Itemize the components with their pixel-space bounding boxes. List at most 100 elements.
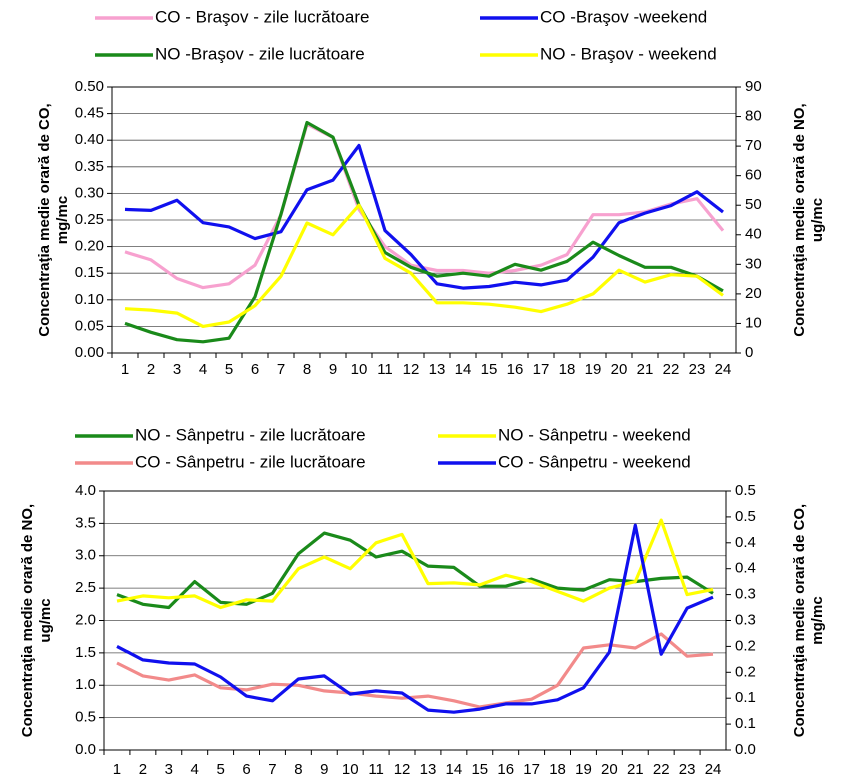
y-tick-label: 0.30 — [75, 184, 104, 201]
legend-label: NO - Sânpetru - zile lucrătoare — [135, 425, 366, 444]
y-axis-title: ug/mc — [37, 598, 54, 642]
series-line — [116, 523, 714, 714]
y2-axis-title: Concentraţia medie orară de NO, — [791, 103, 808, 336]
y-tick-label: 0.20 — [75, 238, 104, 255]
y2-tick-label: 0.0 — [735, 741, 756, 758]
series-line — [124, 120, 724, 344]
y2-tick-label: 0.1 — [735, 689, 756, 706]
y2-tick-label: 70 — [745, 137, 762, 154]
y-tick-label: 0.00 — [75, 344, 104, 361]
legend-label: CO - Sânpetru - weekend — [498, 452, 691, 471]
x-tick-label: 2 — [139, 761, 147, 778]
y-tick-label: 0.40 — [75, 131, 104, 148]
series-line — [116, 531, 714, 610]
y2-tick-label: 0 — [745, 344, 753, 361]
legend-label: CO -Braşov -weekend — [540, 7, 707, 26]
y2-tick-label: 0.2 — [735, 637, 756, 654]
x-tick-label: 12 — [394, 761, 411, 778]
x-tick-label: 23 — [689, 361, 706, 378]
x-tick-label: 6 — [242, 761, 250, 778]
x-tick-label: 18 — [559, 361, 576, 378]
y-tick-label: 2.0 — [75, 611, 96, 628]
x-tick-label: 17 — [523, 761, 540, 778]
x-tick-label: 16 — [507, 361, 524, 378]
x-tick-label: 7 — [268, 761, 276, 778]
x-tick-label: 15 — [481, 361, 498, 378]
legend-label: CO - Braşov - zile lucrătoare — [155, 7, 369, 26]
x-tick-label: 10 — [351, 361, 368, 378]
x-tick-label: 24 — [715, 361, 732, 378]
y-tick-label: 0.35 — [75, 158, 104, 175]
y2-tick-label: 0.2 — [735, 663, 756, 680]
y2-tick-label: 0.5 — [735, 482, 756, 499]
y2-tick-label: 30 — [745, 255, 762, 272]
y-tick-label: 1.5 — [75, 644, 96, 661]
y-tick-label: 0.0 — [75, 741, 96, 758]
y-tick-label: 3.0 — [75, 547, 96, 564]
y2-tick-label: 0.1 — [735, 715, 756, 732]
series-line — [116, 632, 714, 709]
y-tick-label: 0.5 — [75, 709, 96, 726]
x-tick-label: 15 — [471, 761, 488, 778]
x-tick-label: 14 — [446, 761, 463, 778]
y2-tick-label: 60 — [745, 167, 762, 184]
y-tick-label: 0.10 — [75, 291, 104, 308]
x-tick-label: 3 — [173, 361, 181, 378]
y-axis-title: Concentraţia medie orară de NO, — [19, 504, 36, 737]
x-tick-label: 8 — [294, 761, 302, 778]
x-tick-label: 13 — [420, 761, 437, 778]
x-tick-label: 9 — [320, 761, 328, 778]
x-tick-label: 21 — [637, 361, 654, 378]
y-tick-label: 2.5 — [75, 579, 96, 596]
y2-axis-title: Concentraţia medie orară de CO, — [791, 504, 808, 737]
y-axis-title: Concentraţia medie orară de CO, — [36, 103, 53, 336]
y-axis-title: mg/mc — [54, 196, 71, 244]
y2-axis-title: mg/mc — [809, 596, 826, 644]
y2-tick-label: 0.5 — [735, 508, 756, 525]
x-tick-label: 7 — [277, 361, 285, 378]
y2-tick-label: 90 — [745, 78, 762, 95]
x-tick-label: 20 — [601, 761, 618, 778]
y-tick-label: 0.15 — [75, 264, 104, 281]
x-tick-label: 24 — [705, 761, 722, 778]
y2-tick-label: 10 — [745, 314, 762, 331]
x-tick-label: 18 — [549, 761, 566, 778]
x-tick-label: 20 — [611, 361, 628, 378]
y2-axis-title: ug/mc — [809, 198, 826, 242]
series-line — [116, 518, 714, 610]
x-tick-label: 23 — [679, 761, 696, 778]
x-tick-label: 2 — [147, 361, 155, 378]
x-tick-label: 5 — [225, 361, 233, 378]
x-tick-label: 10 — [342, 761, 359, 778]
x-tick-label: 14 — [455, 361, 472, 378]
y-tick-label: 0.50 — [75, 78, 104, 95]
x-tick-label: 12 — [403, 361, 420, 378]
x-tick-label: 13 — [429, 361, 446, 378]
x-tick-label: 1 — [121, 361, 129, 378]
y-tick-label: 0.25 — [75, 211, 104, 228]
y2-tick-label: 0.4 — [735, 534, 756, 551]
x-tick-label: 3 — [165, 761, 173, 778]
y2-tick-label: 50 — [745, 196, 762, 213]
x-tick-label: 19 — [585, 361, 602, 378]
x-tick-label: 22 — [663, 361, 680, 378]
x-tick-label: 11 — [377, 361, 393, 378]
y2-tick-label: 0.4 — [735, 560, 756, 577]
x-tick-label: 19 — [575, 761, 592, 778]
x-tick-label: 5 — [216, 761, 224, 778]
x-tick-label: 16 — [497, 761, 514, 778]
series-line — [124, 143, 724, 290]
x-tick-label: 9 — [329, 361, 337, 378]
y-tick-label: 0.05 — [75, 317, 104, 334]
legend-label: NO -Braşov - zile lucrătoare — [155, 44, 365, 63]
x-tick-label: 8 — [303, 361, 311, 378]
x-tick-label: 4 — [199, 361, 207, 378]
legend-label: CO - Sânpetru - zile lucrătoare — [135, 452, 366, 471]
y2-tick-label: 0.3 — [735, 611, 756, 628]
y-tick-label: 4.0 — [75, 482, 96, 499]
x-tick-label: 11 — [368, 761, 384, 778]
x-tick-label: 17 — [533, 361, 550, 378]
x-tick-label: 4 — [191, 761, 199, 778]
series-line — [124, 203, 724, 328]
